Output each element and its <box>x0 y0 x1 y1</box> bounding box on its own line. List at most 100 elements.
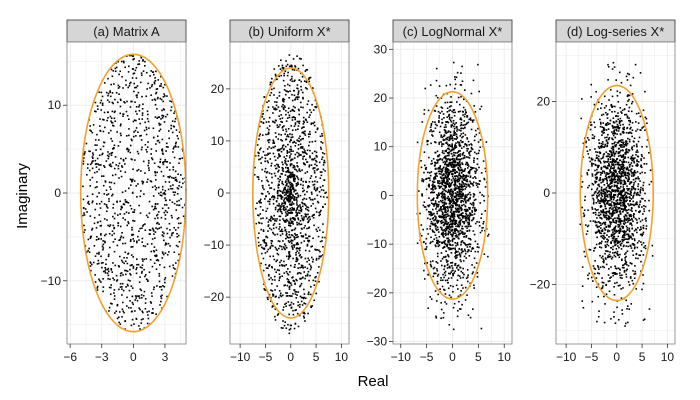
data-point <box>150 250 153 253</box>
data-point <box>291 234 294 237</box>
data-point <box>432 203 434 206</box>
data-point <box>99 164 102 166</box>
data-point <box>119 225 122 228</box>
data-point <box>284 221 287 223</box>
data-point <box>267 273 270 276</box>
data-point <box>427 204 429 207</box>
data-point <box>109 90 111 92</box>
data-point <box>456 178 459 181</box>
data-point <box>254 166 256 169</box>
data-point <box>452 285 454 288</box>
data-point <box>487 233 490 236</box>
data-point <box>449 219 452 221</box>
data-point <box>312 184 315 186</box>
data-point <box>285 213 288 215</box>
data-point <box>285 113 287 116</box>
data-point <box>180 174 182 176</box>
data-point <box>288 190 290 193</box>
data-point <box>121 165 123 167</box>
data-point <box>307 240 310 243</box>
data-point <box>309 133 311 135</box>
data-point <box>149 233 151 235</box>
data-point <box>443 192 446 195</box>
data-point <box>278 126 280 128</box>
data-point <box>459 183 461 186</box>
data-point <box>298 96 300 98</box>
data-point <box>124 190 127 192</box>
data-point <box>321 171 323 173</box>
data-point <box>98 253 100 255</box>
data-point <box>621 197 624 200</box>
data-point <box>445 250 447 252</box>
data-point <box>278 279 281 282</box>
data-point <box>278 223 281 225</box>
data-point <box>267 106 270 108</box>
data-point <box>614 206 616 209</box>
data-point <box>287 169 290 171</box>
data-point <box>154 205 156 208</box>
data-point <box>151 83 153 86</box>
data-point <box>462 173 465 176</box>
data-point <box>459 308 462 310</box>
data-point <box>170 106 173 108</box>
data-point <box>272 295 274 297</box>
data-point <box>452 165 455 168</box>
data-point <box>303 151 306 154</box>
data-point <box>461 230 463 233</box>
data-point <box>437 180 439 182</box>
data-point <box>266 101 268 104</box>
data-point <box>302 64 304 67</box>
data-point <box>436 282 439 285</box>
data-point <box>444 230 447 233</box>
data-point <box>266 236 269 239</box>
data-point <box>133 240 135 242</box>
data-point <box>111 271 114 273</box>
data-point <box>446 260 449 263</box>
data-point <box>438 121 440 124</box>
data-point <box>263 241 266 244</box>
data-point <box>279 215 282 218</box>
data-point <box>581 300 584 302</box>
data-point <box>131 295 134 298</box>
data-point <box>450 183 452 186</box>
data-point <box>155 91 158 94</box>
data-point <box>157 211 160 213</box>
data-point <box>101 104 104 106</box>
data-point <box>475 262 478 264</box>
data-point <box>461 195 464 198</box>
data-point <box>431 184 433 187</box>
data-point <box>146 279 149 281</box>
data-point <box>293 266 296 268</box>
data-point <box>453 202 455 205</box>
data-point <box>113 182 116 185</box>
data-point <box>432 158 435 160</box>
data-point <box>110 284 112 286</box>
data-point <box>451 155 454 157</box>
data-point <box>322 164 325 166</box>
data-point <box>282 208 285 210</box>
data-point <box>287 279 290 281</box>
data-point <box>154 188 157 191</box>
data-point <box>111 194 113 197</box>
data-point <box>161 149 163 151</box>
data-point <box>83 153 85 156</box>
data-point <box>441 136 444 139</box>
data-point <box>284 203 287 205</box>
data-point <box>442 312 445 314</box>
data-point <box>158 186 160 189</box>
data-point <box>294 282 296 285</box>
data-point <box>273 268 276 271</box>
data-point <box>316 105 319 108</box>
data-point <box>164 281 166 284</box>
data-point <box>274 159 277 162</box>
data-point <box>269 94 271 97</box>
data-point <box>294 122 297 124</box>
data-point <box>117 165 120 167</box>
data-point <box>448 148 451 151</box>
data-point <box>94 208 97 211</box>
data-point <box>160 285 162 288</box>
data-point <box>426 228 429 230</box>
data-point <box>310 205 313 207</box>
data-point <box>643 210 646 213</box>
data-point <box>108 225 111 228</box>
